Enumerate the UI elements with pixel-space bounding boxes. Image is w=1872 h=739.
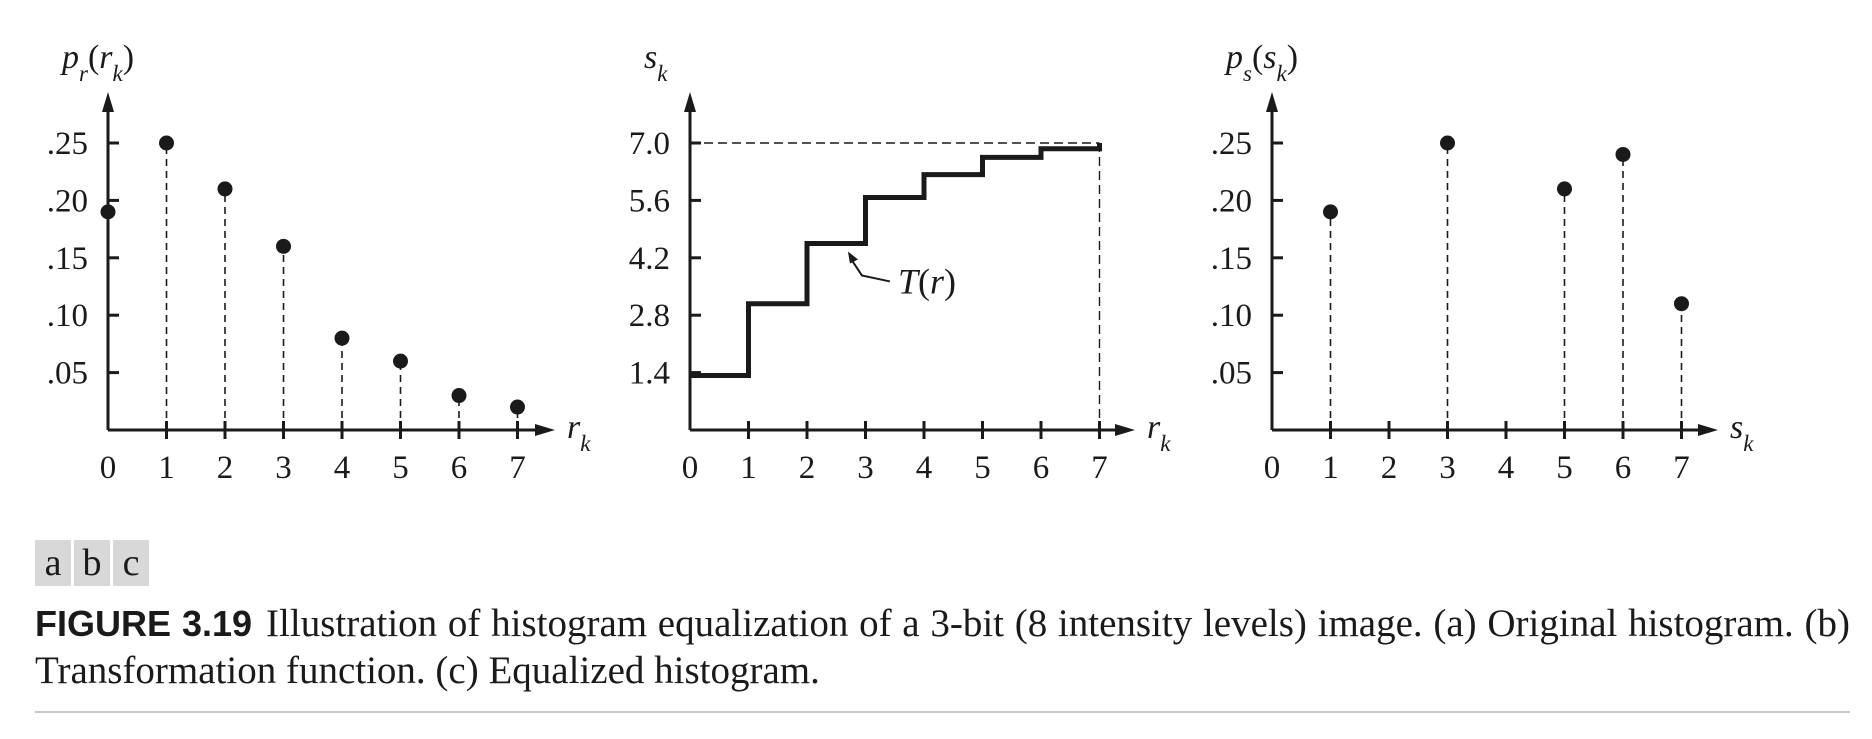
panel-c: 0 1 2 3 4 5 6 7 .05 .10 .15 .20 .25 ps(sk) sk [1211, 39, 1754, 486]
y-axis-label: ps(sk) [1224, 39, 1298, 86]
figure-number: FIGURE 3.19 [35, 603, 253, 644]
panel-a: 0 1 2 3 4 5 6 7 .05 .10 .15 .20 .25 pr(rk) rk [47, 39, 591, 486]
panel-label-c: c [113, 540, 149, 586]
panel-b: 0 1 2 3 4 5 6 7 1.4 2.8 4.2 5.6 7.0 sk rk T(r) [629, 39, 1171, 486]
x-tick-label: 7 [1091, 450, 1108, 486]
y-tick-label: .15 [47, 241, 88, 277]
y-tick-label: 5.6 [629, 183, 670, 219]
data-point [159, 135, 174, 151]
x-tick-label: 7 [1673, 450, 1690, 486]
x-axis-label: rk [1147, 409, 1171, 456]
data-point [393, 353, 408, 369]
y-axis-arrow [684, 92, 696, 112]
panel-label-b: b [74, 540, 110, 586]
data-point [1557, 181, 1572, 197]
x-tick-label: 2 [1381, 450, 1398, 486]
y-axis-arrow [1266, 92, 1278, 112]
data-point [1323, 204, 1338, 220]
data-point [1674, 296, 1689, 312]
x-axis-arrow [1698, 424, 1718, 436]
y-tick-label: .10 [47, 298, 88, 334]
y-tick-label: .05 [47, 356, 88, 392]
x-tick-label: 3 [1439, 450, 1456, 486]
y-tick-label: .15 [1211, 241, 1252, 277]
x-tick-label: 3 [275, 450, 292, 486]
y-tick-label: .05 [1211, 356, 1252, 392]
x-tick-label: 2 [217, 450, 234, 486]
x-axis-arrow [535, 424, 555, 436]
x-tick-label: 5 [392, 450, 409, 486]
x-axis-label: sk [1730, 409, 1754, 456]
y-tick-label: 2.8 [629, 298, 670, 334]
data-point [510, 399, 525, 415]
y-tick-label: 7.0 [629, 126, 670, 162]
x-tick-label: 0 [100, 450, 117, 486]
x-tick-label: 5 [974, 450, 991, 486]
x-tick-label: 1 [158, 450, 175, 486]
x-tick-label: 1 [1322, 450, 1339, 486]
x-tick-label: 4 [916, 450, 933, 486]
x-axis-arrow [1115, 424, 1135, 436]
y-axis-arrow [102, 92, 114, 112]
x-tick-label: 6 [1033, 450, 1050, 486]
transform-step-line [690, 143, 1102, 378]
x-tick-label: 0 [682, 450, 699, 486]
annotation-arrow [849, 256, 891, 283]
caption-text: Illustration of histogram equalization o… [35, 602, 1850, 692]
x-tick-label: 6 [451, 450, 468, 486]
y-tick-label: 1.4 [629, 356, 670, 392]
annotation-label: T(r) [898, 261, 956, 301]
data-point [1440, 135, 1455, 151]
y-tick-label: 4.2 [629, 241, 670, 277]
x-tick-label: 5 [1556, 450, 1573, 486]
x-tick-label: 4 [1498, 450, 1515, 486]
x-tick-label: 1 [740, 450, 757, 486]
panel-label-a: a [35, 540, 71, 586]
x-tick-label: 0 [1264, 450, 1281, 486]
x-tick-label: 2 [799, 450, 816, 486]
figure-caption: FIGURE 3.19 Illustration of histogram equ… [35, 600, 1850, 694]
caption-rule [35, 711, 1850, 713]
data-point [100, 204, 116, 220]
data-point [451, 388, 467, 404]
y-axis-label: pr(rk) [60, 39, 134, 86]
figure: 0 1 2 3 4 5 6 7.05.10.15.20.25 pr(rk) rk 0 1 2 3 4 5 6 7 1… [47, 39, 1754, 486]
x-tick-label: 7 [509, 450, 526, 486]
data-point [1615, 146, 1631, 162]
y-tick-label: .20 [1211, 183, 1252, 219]
y-tick-label: .25 [47, 126, 88, 162]
y-tick-label: .25 [1211, 126, 1252, 162]
data-point [276, 238, 291, 254]
data-point [334, 330, 350, 346]
y-tick-label: .10 [1211, 298, 1252, 334]
x-axis-label: rk [567, 409, 591, 456]
panel-labels: a b c [35, 540, 149, 586]
x-tick-label: 4 [334, 450, 351, 486]
x-tick-label: 6 [1615, 450, 1632, 486]
annotation-arrowhead [847, 251, 858, 264]
y-axis-label: sk [644, 39, 668, 86]
data-point [217, 181, 233, 197]
x-tick-label: 3 [857, 450, 874, 486]
y-tick-label: .20 [47, 183, 88, 219]
